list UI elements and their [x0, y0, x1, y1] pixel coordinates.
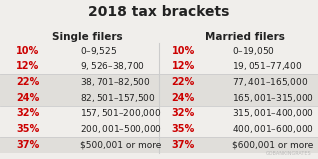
Text: $200,001–$500,000: $200,001–$500,000 — [80, 123, 162, 135]
Text: $500,001 or more: $500,001 or more — [80, 140, 161, 149]
Text: 37%: 37% — [172, 140, 195, 150]
Text: $82,501–$157,500: $82,501–$157,500 — [80, 92, 155, 104]
Text: GOBANKINGRATES: GOBANKINGRATES — [266, 151, 312, 156]
Text: $165,001–$315,000: $165,001–$315,000 — [232, 92, 314, 104]
Text: 37%: 37% — [16, 140, 39, 150]
Text: 12%: 12% — [16, 61, 39, 71]
Text: $77,401–$165,000: $77,401–$165,000 — [232, 76, 308, 88]
Text: 22%: 22% — [16, 77, 39, 87]
Bar — [0, 137, 318, 153]
Text: 35%: 35% — [16, 124, 39, 134]
Text: 32%: 32% — [16, 108, 39, 118]
Text: 22%: 22% — [172, 77, 195, 87]
Text: $0–$9,525: $0–$9,525 — [80, 45, 117, 57]
Text: 10%: 10% — [16, 46, 39, 56]
Text: $315,001–$400,000: $315,001–$400,000 — [232, 107, 314, 119]
Bar — [0, 106, 318, 137]
Text: 35%: 35% — [172, 124, 195, 134]
Text: 32%: 32% — [172, 108, 195, 118]
Text: $600,001 or more: $600,001 or more — [232, 140, 314, 149]
Text: Married filers: Married filers — [205, 32, 285, 42]
Text: $38,701–$82,500: $38,701–$82,500 — [80, 76, 150, 88]
Text: $400,001–$600,000: $400,001–$600,000 — [232, 123, 314, 135]
Text: $9,526–$38,700: $9,526–$38,700 — [80, 60, 144, 73]
Text: 2018 tax brackets: 2018 tax brackets — [88, 5, 230, 19]
Text: 24%: 24% — [16, 93, 39, 103]
Text: 10%: 10% — [172, 46, 195, 56]
Bar — [0, 74, 318, 106]
Text: $19,051–$77,400: $19,051–$77,400 — [232, 60, 303, 73]
Text: 24%: 24% — [172, 93, 195, 103]
Text: 12%: 12% — [172, 61, 195, 71]
Bar — [0, 43, 318, 74]
Text: $157,501–$200,000: $157,501–$200,000 — [80, 107, 161, 119]
Text: Single filers: Single filers — [52, 32, 123, 42]
Text: $0–$19,050: $0–$19,050 — [232, 45, 275, 57]
